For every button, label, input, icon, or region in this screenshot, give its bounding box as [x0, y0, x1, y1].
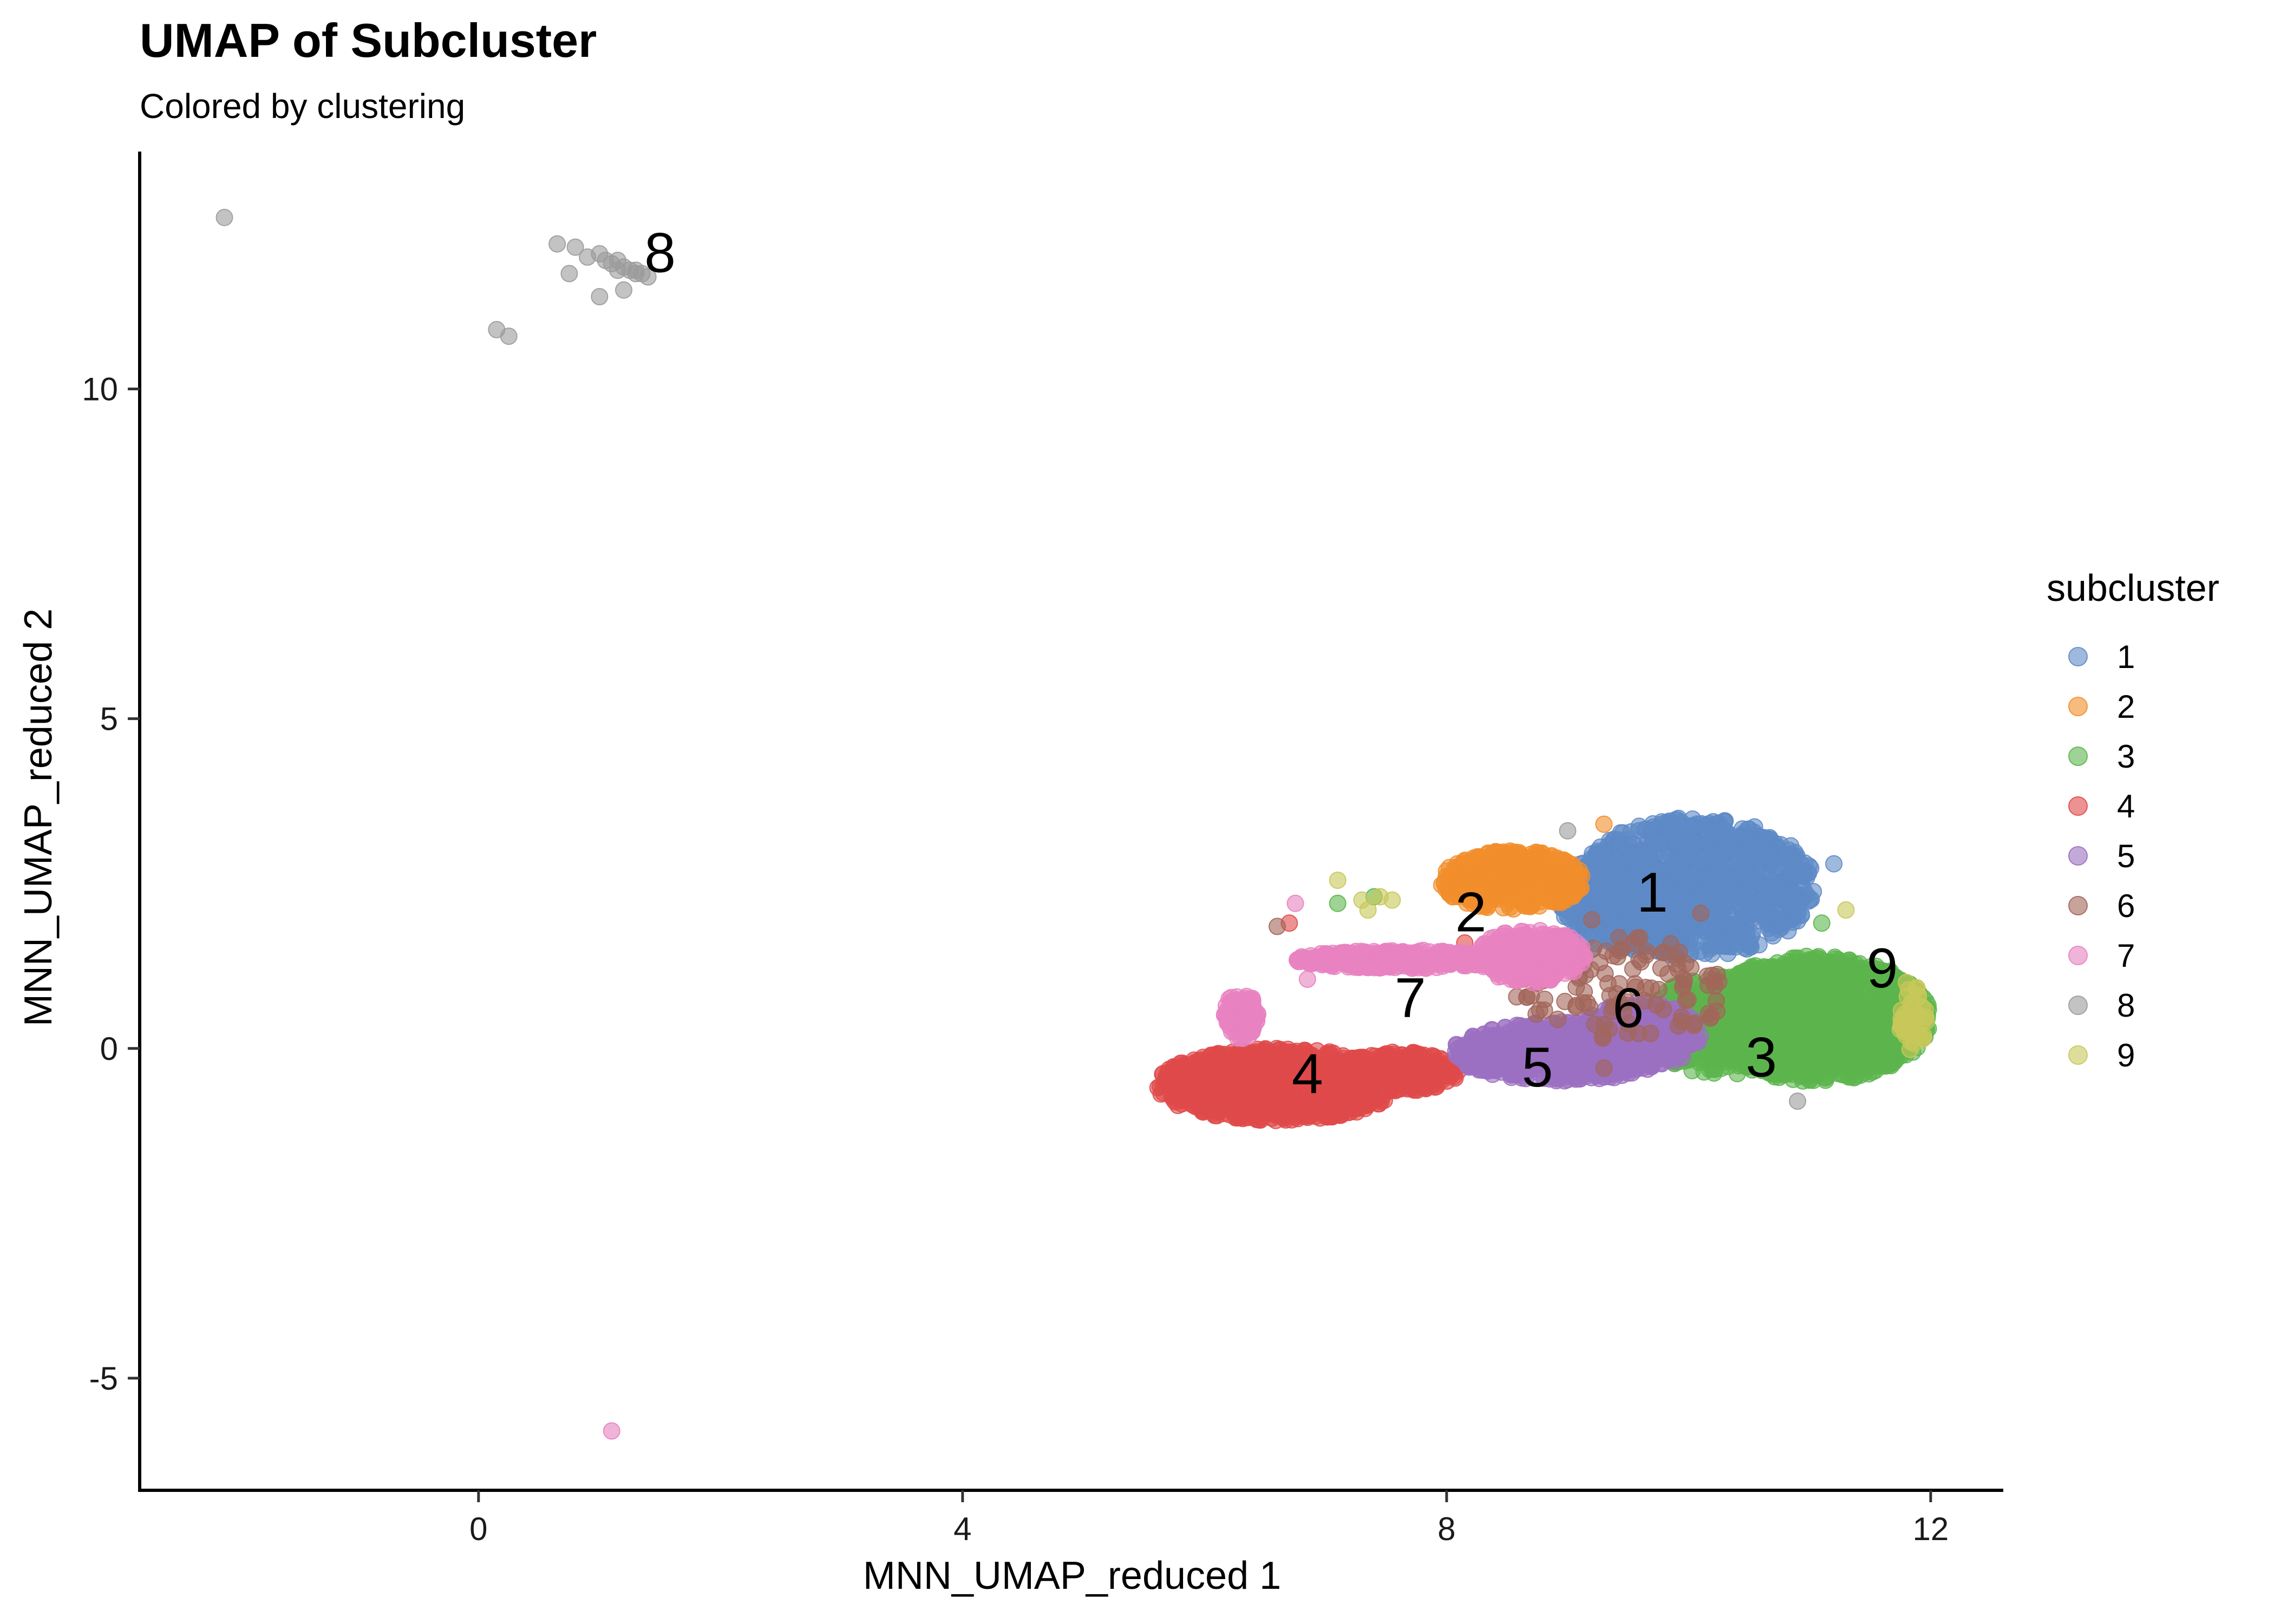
data-point	[1730, 878, 1748, 895]
data-point	[1358, 1097, 1376, 1115]
data-point	[1789, 888, 1807, 906]
data-point	[1238, 1091, 1256, 1109]
data-point	[1651, 821, 1669, 838]
data-point	[1784, 847, 1802, 865]
data-point	[1329, 894, 1347, 912]
data-point	[1760, 859, 1778, 876]
data-point	[1701, 940, 1718, 958]
data-point	[1750, 839, 1768, 857]
data-point	[1733, 968, 1751, 986]
data-point	[1332, 1069, 1350, 1086]
data-point	[1269, 1042, 1286, 1059]
data-point	[1802, 1056, 1820, 1073]
data-point	[1641, 887, 1658, 905]
data-point	[1781, 873, 1799, 891]
data-point	[1547, 861, 1565, 879]
data-point	[1861, 1024, 1879, 1042]
data-point	[1544, 875, 1561, 893]
points-layer	[215, 208, 1937, 1440]
data-point	[1656, 868, 1674, 886]
data-point	[1747, 957, 1764, 975]
data-point	[1753, 1000, 1770, 1018]
chart-title: UMAP of Subcluster	[140, 14, 597, 67]
data-point	[1816, 1069, 1834, 1087]
data-point	[1446, 859, 1464, 876]
data-point	[1504, 889, 1521, 907]
data-point	[1731, 983, 1748, 1000]
data-point	[1581, 893, 1599, 911]
data-point	[1855, 1005, 1873, 1023]
data-point	[1202, 1079, 1220, 1097]
data-point	[1387, 1056, 1405, 1073]
data-point	[1659, 833, 1677, 850]
data-point	[1227, 1075, 1245, 1092]
data-point	[1522, 895, 1540, 913]
data-point	[1404, 1045, 1422, 1063]
series-1-points	[1547, 809, 1843, 964]
data-point	[1190, 1056, 1207, 1073]
data-point	[1813, 914, 1831, 932]
data-point	[1423, 1047, 1441, 1065]
data-point	[1171, 1063, 1188, 1081]
data-point	[1806, 957, 1824, 974]
data-point	[1738, 935, 1756, 953]
data-point	[1773, 1004, 1791, 1022]
data-point	[1599, 880, 1617, 898]
data-point	[1548, 892, 1566, 909]
data-point	[1601, 831, 1618, 849]
data-point	[1267, 1111, 1285, 1129]
data-point	[1877, 1027, 1895, 1045]
data-point	[1759, 975, 1776, 993]
data-point	[1775, 1033, 1793, 1051]
data-point	[1421, 1077, 1439, 1095]
data-point	[1404, 1078, 1422, 1096]
data-point	[1716, 847, 1734, 865]
data-point	[1635, 908, 1653, 926]
data-point	[1258, 1081, 1276, 1098]
data-point	[1825, 855, 1843, 873]
data-point	[1350, 1049, 1368, 1066]
data-point	[1884, 1043, 1902, 1061]
data-point	[1649, 920, 1667, 938]
data-point	[1389, 1071, 1407, 1089]
data-point	[1719, 830, 1737, 848]
data-point	[1533, 849, 1551, 867]
data-point	[1842, 1047, 1860, 1065]
data-point	[1681, 884, 1698, 902]
data-point	[1163, 1088, 1181, 1105]
data-point	[1595, 815, 1613, 833]
data-point	[1720, 863, 1737, 881]
data-point	[1622, 860, 1640, 878]
data-point	[1198, 1100, 1216, 1117]
series-2-points	[1433, 815, 1613, 918]
data-point	[1729, 1028, 1747, 1046]
data-point	[1761, 914, 1779, 932]
data-point	[1821, 955, 1839, 972]
data-point	[1710, 814, 1727, 832]
data-point	[1600, 902, 1618, 920]
data-point	[1495, 843, 1512, 861]
chart-subtitle: Colored by clustering	[140, 87, 465, 126]
data-point	[1856, 1064, 1874, 1082]
data-point	[1230, 1109, 1247, 1127]
data-point	[1793, 1016, 1811, 1033]
data-point	[1469, 848, 1487, 866]
data-point	[1741, 853, 1759, 870]
data-point	[1829, 973, 1847, 991]
data-point	[1493, 874, 1511, 892]
data-point	[1638, 831, 1656, 849]
data-point	[1728, 919, 1746, 937]
data-point	[1564, 887, 1582, 905]
data-point	[1858, 1049, 1876, 1067]
data-point	[1672, 814, 1690, 831]
data-point	[1769, 954, 1786, 972]
data-point	[1783, 907, 1800, 925]
data-point	[1516, 867, 1534, 885]
